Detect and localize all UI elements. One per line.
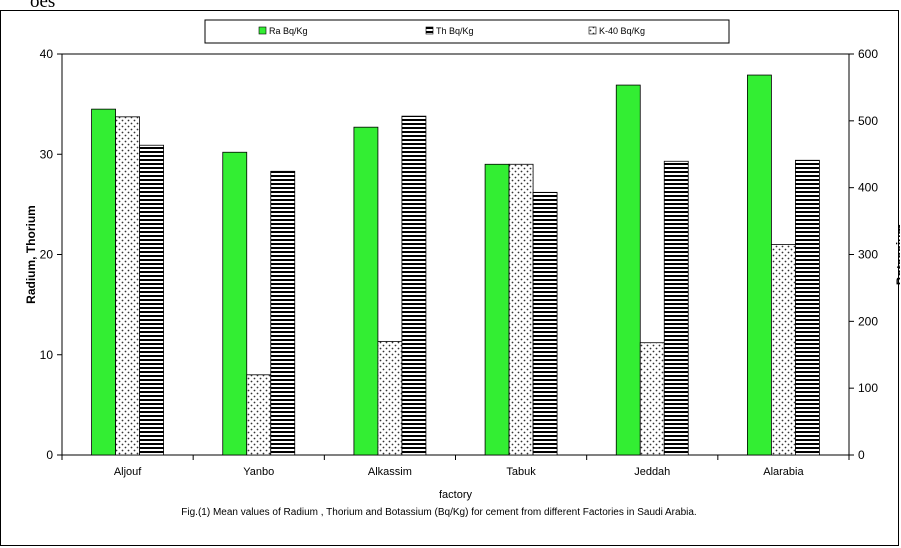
y2-tick-label: 0: [858, 448, 865, 462]
bar: [377, 340, 403, 456]
y-tick-label: 10: [40, 348, 54, 362]
x-tick-label: Yanbo: [243, 466, 274, 478]
bar: [663, 160, 689, 456]
legend-label: Ra Bq/Kg: [269, 26, 308, 36]
bar: [508, 163, 534, 456]
x-tick-label: Alarabia: [763, 466, 804, 478]
legend-box: [204, 19, 730, 44]
bar: [353, 126, 379, 456]
bar: [139, 144, 164, 456]
axes: [57, 53, 854, 460]
legend-swatch: [425, 26, 434, 35]
legend-swatch: [258, 26, 267, 35]
legend-swatch: [588, 26, 597, 35]
bar: [639, 342, 665, 456]
y2-tick-label: 600: [858, 47, 878, 61]
bar: [91, 108, 116, 456]
y-axis-title: Radium, Thorium: [24, 205, 38, 304]
y2-tick-label: 400: [858, 181, 878, 195]
x-tick-label: Tabuk: [506, 466, 536, 478]
y2-tick-label: 100: [858, 381, 878, 395]
x-axis-title: factory: [439, 489, 473, 501]
bar: [484, 163, 510, 456]
legend: Ra Bq/Kg Th Bq/Kg K-40 Bq/Kg: [204, 19, 730, 44]
plot-area: [61, 53, 850, 456]
bar: [401, 115, 427, 456]
legend-label: Th Bq/Kg: [436, 26, 474, 36]
bar: [771, 244, 796, 456]
bar: [615, 84, 641, 456]
x-tick-label: Alkassim: [368, 466, 412, 478]
y-tick-label: 0: [46, 448, 53, 462]
bars: [91, 74, 820, 456]
bar: [246, 374, 272, 456]
y-tick-label: 20: [40, 248, 54, 262]
page-text-fragment: oes: [30, 0, 56, 12]
x-tick-label: Jeddah: [634, 466, 670, 478]
y-tick-label: 40: [40, 47, 54, 61]
y2-axis-title: Botassium: [894, 224, 900, 285]
bar: [532, 191, 558, 456]
y2-tick-label: 200: [858, 314, 878, 328]
y2-tick-label: 300: [858, 248, 878, 262]
y-tick-label: 30: [40, 147, 54, 161]
y2-tick-label: 500: [858, 114, 878, 128]
bar: [270, 170, 296, 456]
bar: [795, 159, 820, 456]
bar: [747, 74, 772, 456]
chart-frame: 0 10 20 30 40 0 100 200 300 400 500 600 Aljouf Yanbo A…: [0, 10, 900, 546]
bar: [115, 116, 140, 456]
figure-caption: Fig.(1) Mean values of Radium , Thorium …: [181, 507, 696, 518]
x-tick-label: Aljouf: [114, 466, 142, 478]
bar: [222, 151, 248, 456]
legend-label: K-40 Bq/Kg: [599, 26, 645, 36]
